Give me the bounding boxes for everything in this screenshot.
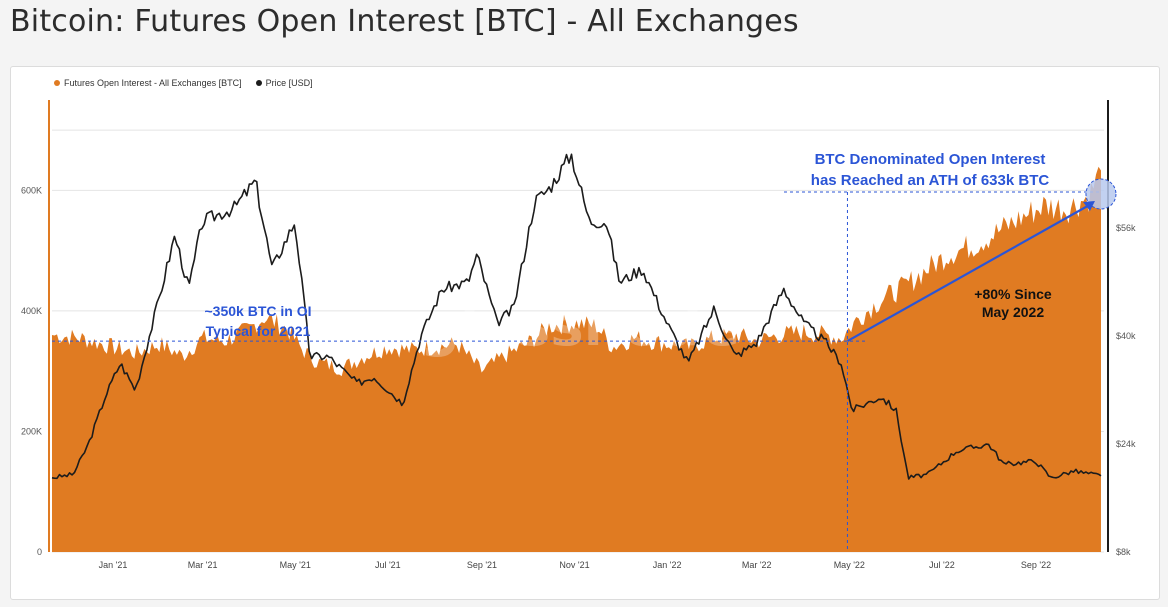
x-tick-label: May '21 [280,560,311,570]
ath-label-line1: BTC Denominated Open Interest [815,151,1046,168]
x-tick-label: Sep '21 [467,560,497,570]
growth-arrow-line [846,202,1094,343]
x-tick-label: Mar '21 [188,560,218,570]
legend-label-oi: Futures Open Interest - All Exchanges [B… [64,78,242,88]
x-tick-label: Mar '22 [742,560,772,570]
baseline-label-line2: Typical for 2021 [206,323,311,339]
baseline-label-line1: ~350k BTC in OI [205,303,312,319]
x-tick-label: Jan '21 [99,560,128,570]
x-tick-label: Jul '21 [375,560,401,570]
watermark: glassnode [420,294,740,359]
x-tick-label: Nov '21 [559,560,589,570]
ath-label-line2: has Reached an ATH of 633k BTC [811,172,1050,189]
growth-arrow-head [1082,201,1095,211]
y-right-tick-label: $40k [1116,331,1136,341]
oi-area [52,166,1101,553]
growth-label-line1: +80% Since [974,286,1052,302]
x-tick-label: May '22 [834,560,865,570]
y-left-tick-label: 0 [37,547,42,557]
y-left-tick-label: 600K [21,185,42,195]
page-title: Bitcoin: Futures Open Interest [BTC] - A… [10,4,799,39]
x-tick-label: Jan '22 [653,560,682,570]
y-right-tick-label: $56k [1116,223,1136,233]
price-line [51,153,1102,480]
x-tick-label: Jul '22 [929,560,955,570]
chart-legend: Futures Open Interest - All Exchanges [B… [54,78,313,88]
legend-item-price[interactable]: Price [USD] [255,78,313,88]
growth-label-line2: May 2022 [982,304,1044,320]
y-left-tick-label: 200K [21,426,42,436]
y-right-tick-label: $8k [1116,547,1131,557]
x-tick-label: Sep '22 [1021,560,1051,570]
legend-swatch-price [255,80,262,86]
legend-swatch-oi [54,80,60,86]
y-left-tick-label: 400K [21,306,42,316]
legend-label-price: Price [USD] [265,78,313,88]
y-right-tick-label: $24k [1116,439,1136,449]
legend-item-oi[interactable]: Futures Open Interest - All Exchanges [B… [54,78,242,88]
